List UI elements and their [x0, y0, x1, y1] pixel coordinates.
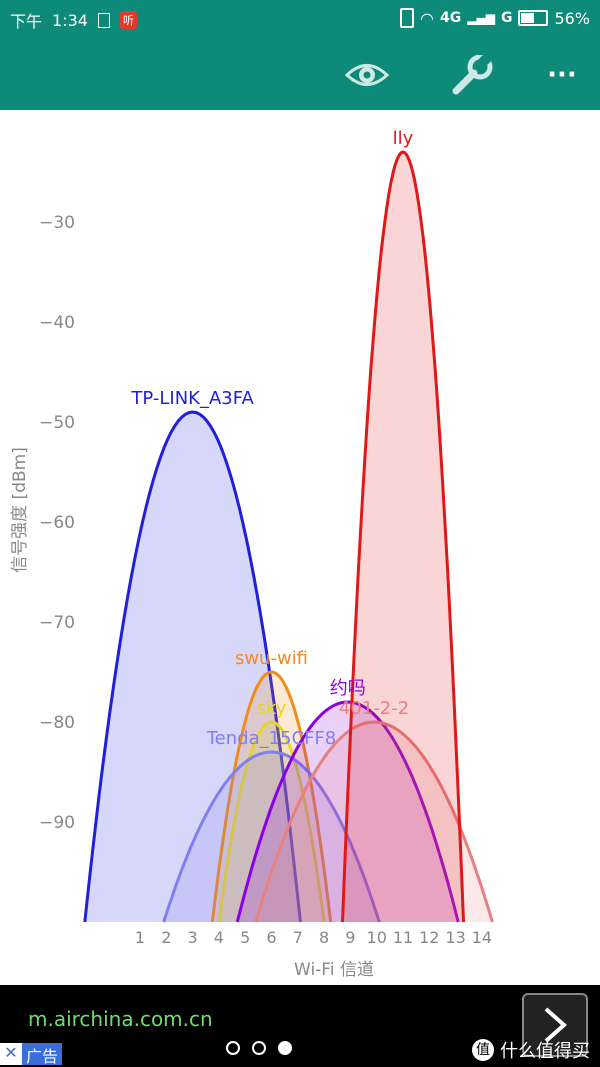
- x-tick-label: 11: [393, 928, 413, 947]
- network-curve: [254, 720, 494, 923]
- x-tick-label: 14: [472, 928, 492, 947]
- wifi-icon: ◠: [420, 8, 435, 28]
- network-area: [255, 722, 493, 922]
- network-area: [342, 152, 464, 922]
- network-label-2: G: [500, 10, 513, 26]
- x-tick-label: 5: [240, 928, 250, 947]
- y-axis-label: 信号强度 [dBm]: [10, 447, 30, 573]
- y-tick-label: −90: [39, 813, 75, 833]
- x-tick-label: 8: [319, 928, 329, 947]
- channel-graph: −30−40−50−60−70−80−90 1 2 3 4 5 6 7 8 9 10 11 12 13 1…: [10, 128, 494, 980]
- status-time: 1:34: [52, 10, 88, 30]
- x-tick-label: 13: [445, 928, 465, 947]
- x-tick-label: 1: [135, 928, 145, 947]
- x-tick-label: 3: [188, 928, 198, 947]
- wifi-channel-chart: −30 −40 −50 −60 −70 −80 −90 1 2 3 4 5 6 7 8 9 10 11 12 13 1…: [0, 110, 600, 985]
- eye-icon[interactable]: [345, 55, 389, 95]
- ad-banner[interactable]: m.airchina.com.cn ✕ 广告 值 什么值得买: [0, 985, 600, 1067]
- page-dot-active: [278, 1041, 292, 1055]
- ad-next-button[interactable]: [522, 993, 588, 1057]
- x-tick-label: 4: [214, 928, 224, 947]
- network-label: swu-wifi: [235, 648, 308, 669]
- x-tick-label: 2: [161, 928, 171, 947]
- network-label: lly: [393, 128, 414, 149]
- battery-percent: 56%: [554, 8, 590, 28]
- watermark: 值 什么值得买: [472, 1037, 590, 1063]
- ad-close-icon[interactable]: ✕: [0, 1043, 22, 1065]
- x-tick-label: 12: [419, 928, 439, 947]
- chevron-right-icon: [544, 1007, 568, 1043]
- network-curve: [235, 700, 460, 923]
- network-curve: [217, 720, 326, 923]
- network-label: sky: [257, 698, 287, 719]
- x-tick-label: 6: [266, 928, 276, 947]
- listen-app-icon: 听: [119, 11, 137, 29]
- battery-icon: [518, 10, 549, 26]
- network-curve: [210, 670, 333, 923]
- more-options-icon[interactable]: ···: [547, 60, 577, 90]
- network-label: 401-2-2: [339, 698, 409, 719]
- network-label: Tenda_15CFF8: [206, 728, 337, 749]
- y-tick-label: −40: [39, 313, 75, 333]
- sim-icon: [97, 12, 110, 28]
- signal-icon: ▂▄▆: [467, 11, 495, 25]
- network-label: 4G: [440, 10, 462, 26]
- network-curve: [83, 410, 302, 923]
- y-tick-label: −60: [39, 513, 75, 533]
- x-axis-label: Wi-Fi 信道: [294, 960, 374, 980]
- ad-url[interactable]: m.airchina.com.cn: [28, 1007, 213, 1031]
- y-tick-label: −50: [39, 413, 75, 433]
- watermark-badge: 值: [472, 1039, 494, 1061]
- wrench-icon[interactable]: [450, 55, 494, 95]
- network-label: 约吗: [330, 678, 366, 699]
- network-curve: [341, 150, 465, 923]
- x-tick-label: 7: [293, 928, 303, 947]
- status-time-prefix: 下午: [10, 12, 43, 31]
- ad-tag: 广告: [22, 1043, 63, 1066]
- ad-badge: ✕ 广告: [0, 1043, 63, 1066]
- page-dot: [226, 1041, 240, 1055]
- x-tick-label: 9: [345, 928, 355, 947]
- y-tick-label: −80: [39, 713, 75, 733]
- network-label: TP-LINK_A3FA: [130, 388, 254, 409]
- y-tick-label: −70: [39, 613, 75, 633]
- x-tick-label: 10: [367, 928, 387, 947]
- y-tick-label: −30: [39, 213, 75, 233]
- network-curve: [162, 750, 381, 923]
- status-bar: 下午 1:34 听 ◠ 4G ▂▄▆ G 56%: [0, 0, 600, 35]
- ad-page-indicator: [226, 1041, 292, 1055]
- watermark-text: 什么值得买: [500, 1041, 590, 1062]
- app-toolbar: ···: [0, 35, 600, 110]
- page-dot: [252, 1041, 266, 1055]
- vibrate-icon: [400, 8, 415, 28]
